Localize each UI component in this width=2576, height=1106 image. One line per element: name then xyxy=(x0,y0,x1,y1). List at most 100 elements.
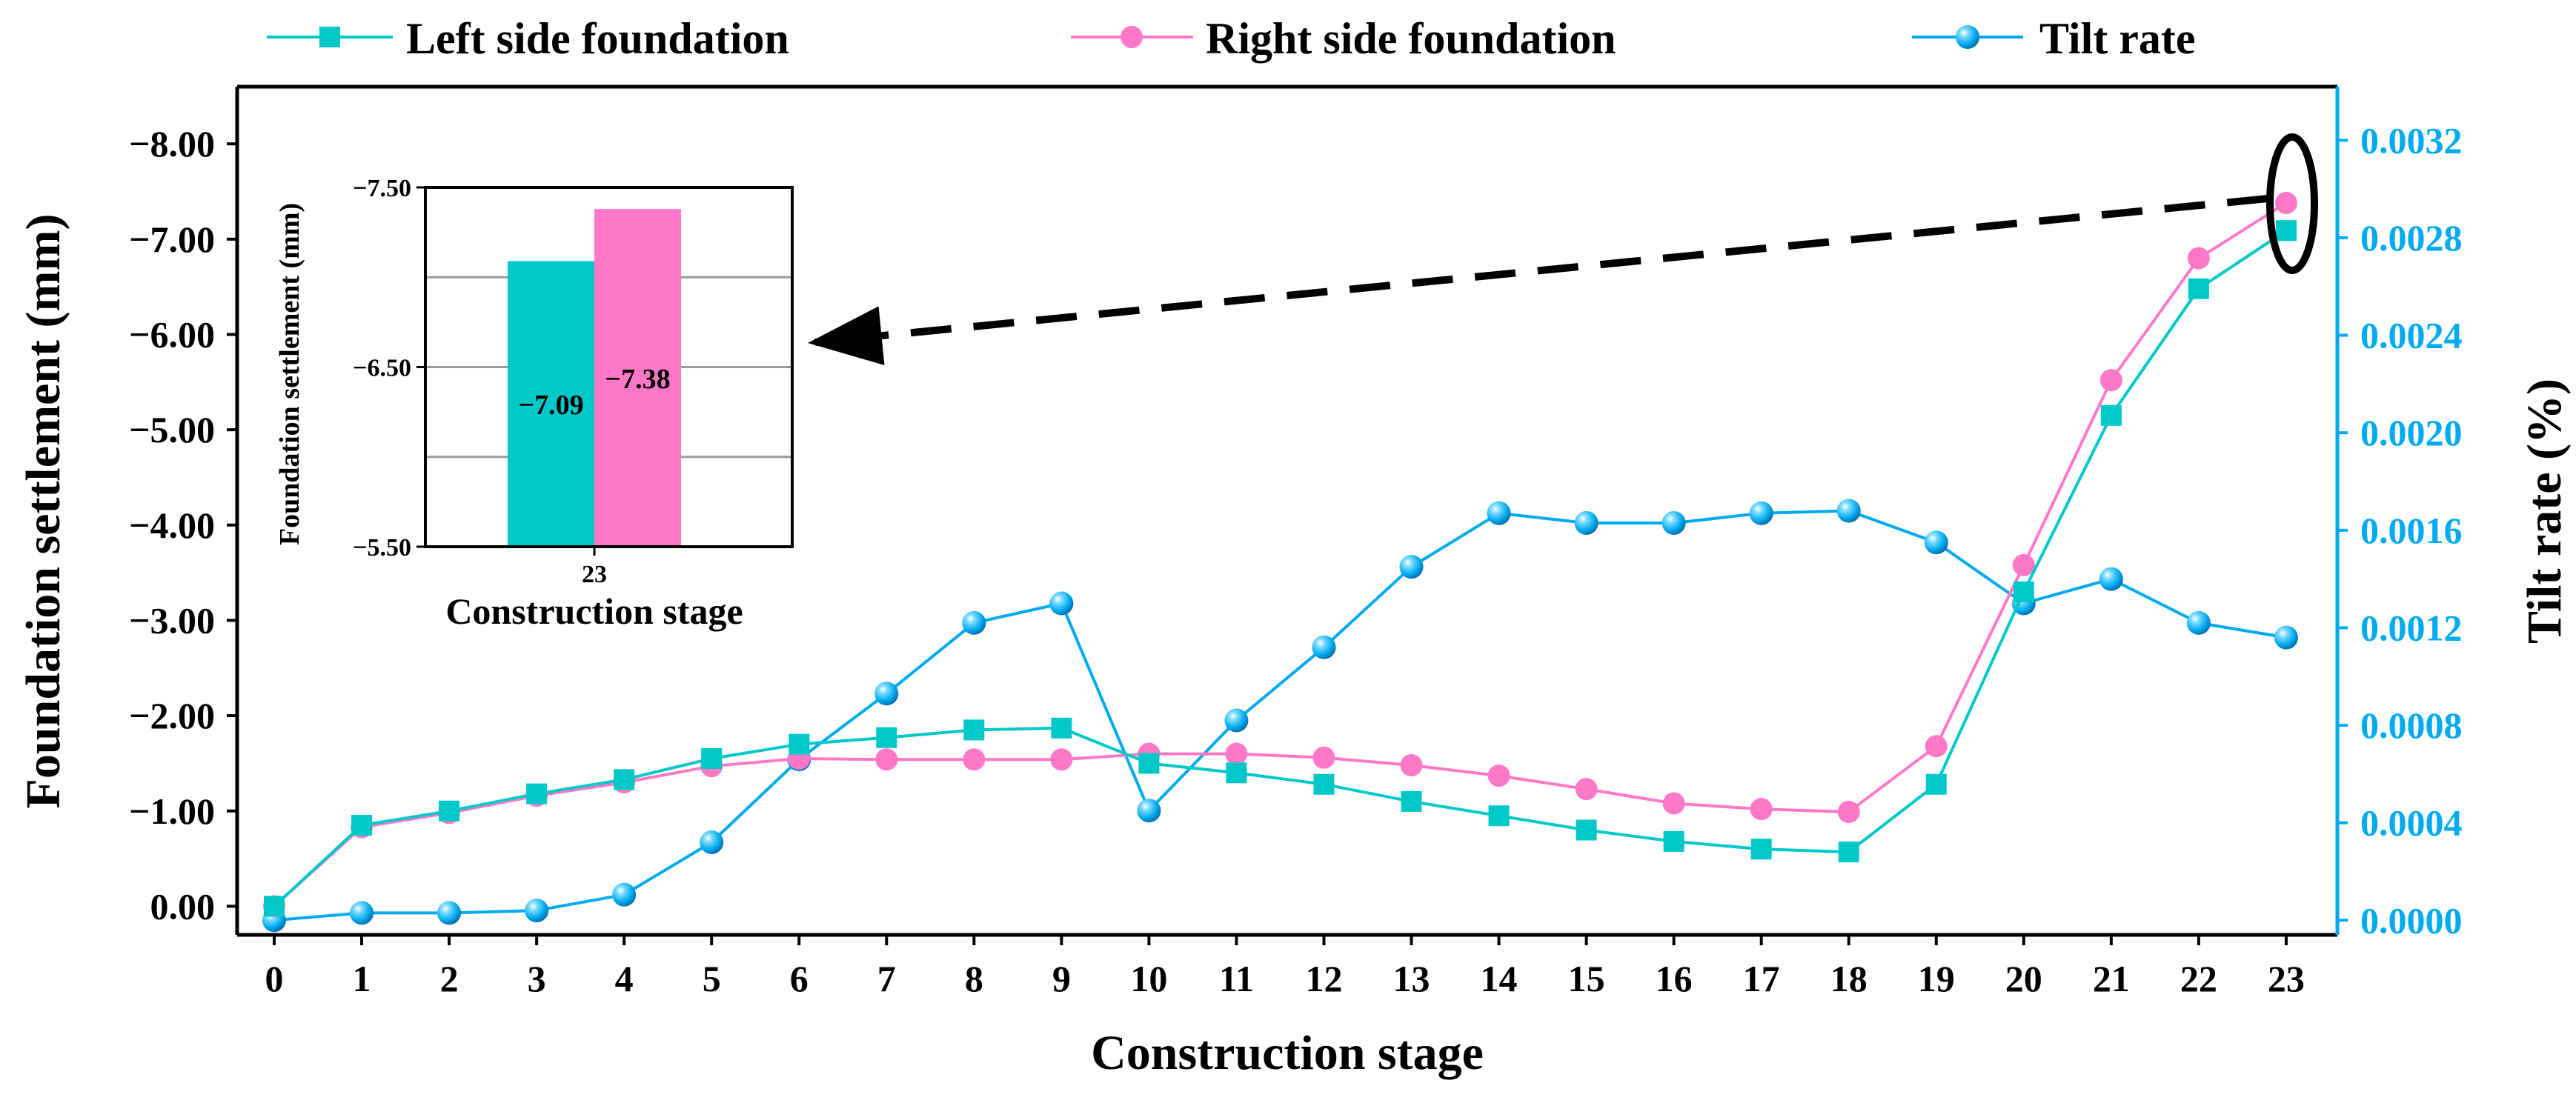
left-tick-label: 0.00 xyxy=(150,885,216,927)
x-tick-label: 7 xyxy=(877,958,896,999)
point-left-side-foundation xyxy=(351,815,373,836)
legend-marker-square xyxy=(319,27,340,47)
x-axis-ticks: 0 1 2 3 4 5 6 7 8 9 10 11 12 13 14 15 16 17 18 19 20 21 22 23 xyxy=(265,935,2305,999)
point-tilt-rate xyxy=(1137,799,1161,823)
point-tilt-rate xyxy=(612,882,637,907)
left-tick-label: −6.00 xyxy=(129,313,215,355)
x-tick-label: 4 xyxy=(615,958,634,999)
x-tick-label: 0 xyxy=(265,958,284,999)
series-line-left-side-foundation xyxy=(273,229,2288,907)
left-tick-label: −1.00 xyxy=(129,790,215,832)
point-left-side-foundation xyxy=(1138,753,1160,774)
point-right-side-foundation xyxy=(2099,369,2122,392)
right-tick-label: 0.0012 xyxy=(2360,607,2463,648)
series-line-right-side-foundation xyxy=(273,201,2287,907)
point-left-side-foundation xyxy=(1226,762,1247,784)
point-right-side-foundation xyxy=(1225,742,1248,765)
point-tilt-rate xyxy=(1749,501,1773,525)
point-right-side-foundation xyxy=(1662,792,1685,815)
x-tick-label: 5 xyxy=(703,958,721,999)
x-tick-label: 21 xyxy=(2093,958,2130,999)
point-right-side-foundation xyxy=(1925,735,1948,758)
point-left-side-foundation xyxy=(789,733,810,755)
point-left-side-foundation xyxy=(439,800,460,822)
left-tick-label: −7.00 xyxy=(129,219,215,260)
inset-bar-left-side-foundation xyxy=(508,261,594,547)
point-left-side-foundation xyxy=(1925,773,1947,795)
x-tick-label: 13 xyxy=(1393,958,1430,999)
x-tick-label: 22 xyxy=(2180,958,2217,999)
legend: Left side foundation Right side foundati… xyxy=(267,14,2196,63)
x-tick-label: 3 xyxy=(528,958,546,999)
point-right-side-foundation xyxy=(1050,748,1073,771)
point-left-side-foundation xyxy=(1401,790,1422,812)
x-tick-label: 19 xyxy=(1918,958,1955,999)
y2-axis-title: Tilt rate (%) xyxy=(2517,379,2572,644)
point-tilt-rate xyxy=(1224,708,1249,733)
point-left-side-foundation xyxy=(2188,278,2209,299)
point-left-side-foundation xyxy=(1051,717,1072,739)
x-tick-label: 15 xyxy=(1568,958,1605,999)
point-tilt-rate xyxy=(1836,499,1861,523)
point-tilt-rate xyxy=(1049,591,1074,616)
point-left-side-foundation xyxy=(1313,773,1335,795)
point-left-side-foundation xyxy=(2100,404,2122,426)
point-tilt-rate xyxy=(525,899,549,923)
left-tick-label: −5.00 xyxy=(129,409,215,450)
point-left-side-foundation xyxy=(1488,805,1510,827)
inset-y-ticks: −5.50 −6.50 −7.50 xyxy=(353,175,425,562)
x-tick-label: 10 xyxy=(1130,958,1167,999)
point-tilt-rate xyxy=(1399,555,1424,579)
point-left-side-foundation xyxy=(264,896,285,917)
highlight-ellipse xyxy=(2266,133,2318,274)
point-tilt-rate xyxy=(1662,510,1686,535)
inset-y-tick-label: −6.50 xyxy=(353,355,411,382)
point-left-side-foundation xyxy=(526,783,548,804)
point-left-side-foundation xyxy=(701,747,723,769)
right-tick-label: 0.0032 xyxy=(2360,119,2463,161)
x-tick-label: 11 xyxy=(1219,958,1254,999)
inset-bar-right-side-foundation xyxy=(594,209,681,547)
point-right-side-foundation xyxy=(1750,798,1773,821)
right-axis-ticks: 0.0000 0.0004 0.0008 0.0012 0.0016 0.0020 0.00… xyxy=(2337,119,2463,941)
right-tick-label: 0.0020 xyxy=(2360,412,2463,453)
point-left-side-foundation xyxy=(2013,581,2034,602)
point-right-side-foundation xyxy=(1487,764,1510,787)
right-tick-label: 0.0028 xyxy=(2360,217,2463,259)
point-tilt-rate xyxy=(350,901,374,925)
right-tick-label: 0.0024 xyxy=(2360,315,2463,356)
point-right-side-foundation xyxy=(2187,247,2210,270)
inset-bars: −7.09 −7.38 xyxy=(508,209,681,547)
x-axis-title: Construction stage xyxy=(1091,1026,1484,1080)
x-tick-label: 1 xyxy=(353,958,371,999)
point-left-side-foundation xyxy=(1838,842,1859,863)
point-tilt-rate xyxy=(962,610,986,635)
x-tick-label: 9 xyxy=(1052,958,1071,999)
point-left-side-foundation xyxy=(1663,830,1684,852)
point-right-side-foundation xyxy=(1837,801,1860,824)
inset-chart: −7.09 −7.38 −5.50 −6.50 −7.50 23 Constructi… xyxy=(274,175,794,632)
point-tilt-rate xyxy=(1924,530,1948,555)
callout-arrow xyxy=(808,195,2268,365)
x-tick-label: 14 xyxy=(1481,958,1518,999)
legend-marker-sphere xyxy=(1956,25,1979,49)
legend-item-tilt-rate: Tilt rate xyxy=(1912,14,2196,63)
point-right-side-foundation xyxy=(875,748,898,771)
x-tick-label: 12 xyxy=(1305,958,1342,999)
right-tick-label: 0.0004 xyxy=(2360,802,2463,844)
point-left-side-foundation xyxy=(963,719,985,741)
point-tilt-rate xyxy=(874,682,899,706)
point-right-side-foundation xyxy=(963,748,986,771)
point-tilt-rate xyxy=(2186,610,2211,635)
series-line-tilt-rate xyxy=(273,509,2287,922)
right-tick-label: 0.0016 xyxy=(2360,510,2463,551)
right-tick-label: 0.0000 xyxy=(2360,899,2463,941)
right-tick-label: 0.0008 xyxy=(2360,704,2463,746)
left-tick-label: −2.00 xyxy=(129,695,215,736)
legend-marker-circle xyxy=(1121,26,1143,48)
point-right-side-foundation xyxy=(1312,746,1335,769)
left-tick-label: −4.00 xyxy=(129,504,215,546)
left-tick-label: −8.00 xyxy=(129,123,215,164)
inset-x-tick-label: 23 xyxy=(582,561,607,588)
left-tick-label: −3.00 xyxy=(129,599,215,641)
